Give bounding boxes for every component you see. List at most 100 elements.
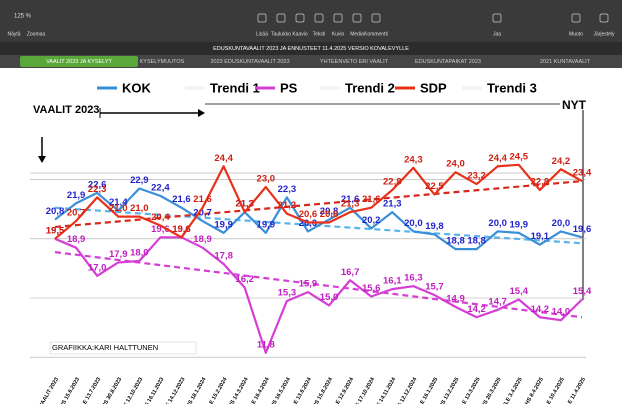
tab[interactable]: 2023 EDUSKUNTAVAALIT 2023 [210, 59, 289, 65]
data-label: 17,9 [109, 249, 128, 260]
data-label: 20,6 [320, 209, 339, 220]
x-tick-label: YLE 14.12.2023 [161, 377, 186, 404]
credit-box [49, 341, 197, 355]
data-label: 22,8 [531, 176, 550, 187]
x-tick-label: YLE 15.2.2024 [205, 376, 229, 404]
x-tick-label: YLE 12.10.2023 [119, 377, 144, 404]
data-label: 15,4 [510, 286, 529, 297]
data-label: 23,2 [467, 171, 486, 182]
toolbar-icon[interactable] [371, 13, 381, 23]
toolbar-button[interactable]: Zoomaa [27, 31, 46, 37]
data-label: 24,4 [488, 153, 507, 164]
toolbar-icon[interactable] [352, 13, 362, 23]
x-tick-label: HS 8.4.2025 [524, 377, 544, 404]
toolbar-button[interactable]: Kaavio [292, 31, 308, 37]
data-label: 14,2 [531, 304, 550, 315]
data-label: 18,0 [130, 248, 149, 259]
data-label: 16,3 [404, 273, 423, 284]
data-label: 21,3 [383, 199, 402, 210]
x-tick-label: YLE 10.4.2025 [542, 377, 566, 404]
series-line [54, 236, 583, 354]
toolbar-button[interactable]: Kuvio [332, 31, 345, 37]
toolbar-button[interactable]: Taulukko [271, 31, 291, 37]
data-label: 15,4 [573, 286, 592, 297]
data-label: 22,6 [88, 179, 107, 190]
data-label: 22,4 [151, 182, 170, 193]
data-label: 21,4 [109, 197, 128, 208]
toolbar-button[interactable]: Näytä [7, 31, 20, 37]
data-label: 21,0 [109, 203, 128, 214]
data-label: 21,3 [235, 199, 254, 210]
data-label: 21,0 [130, 203, 149, 214]
toolbar-button[interactable]: Jaa [493, 31, 501, 37]
data-label: 21,9 [67, 190, 86, 201]
data-label: 15,0 [320, 292, 339, 303]
toolbar-icon[interactable] [492, 13, 502, 23]
data-label: 19,6 [172, 224, 191, 235]
tab[interactable]: YHTEENVETO ERI VAALIT [320, 59, 389, 65]
data-label: 14,9 [446, 293, 465, 304]
x-tick-label: HS 12.12.2024 [395, 376, 419, 404]
toolbar-button[interactable]: Muoto [569, 31, 583, 37]
toolbar-button[interactable]: Media [350, 31, 364, 37]
x-tick-label: HS 13.2.2025 [438, 377, 460, 404]
data-label: 14,0 [552, 307, 571, 318]
data-label: 20,8 [320, 206, 339, 217]
data-label: 20,0 [404, 218, 423, 229]
tab[interactable]: 2021 KUNTAVAALIT [540, 59, 591, 65]
data-label: 23,0 [257, 174, 276, 185]
data-label: 18,9 [67, 234, 86, 245]
tab[interactable]: KYSELYMUUTOS [140, 59, 185, 65]
annotation: VAALIT 2023 [33, 104, 99, 116]
x-tick-label: HS 15.6.2023 [59, 377, 81, 404]
toolbar-icon[interactable] [333, 13, 343, 23]
toolbar-button[interactable]: Lisää [256, 31, 268, 37]
toolbar-icon[interactable] [295, 13, 305, 23]
trend-line [54, 251, 583, 319]
toolbar-icon[interactable] [257, 13, 267, 23]
toolbar-button[interactable]: Järjestely [593, 31, 615, 37]
x-tick-label: HS 15.8.2024 [312, 376, 334, 404]
data-label: 18,8 [467, 236, 486, 247]
toolbar-icon[interactable] [599, 13, 609, 23]
data-label: 14,7 [488, 296, 507, 307]
data-label: 20,0 [552, 218, 571, 229]
data-label: 19,9 [214, 219, 233, 230]
data-label: 20,7 [193, 208, 212, 219]
tab[interactable]: EDUSKUNTAPAIKAT 2023 [415, 59, 481, 65]
toolbar-button[interactable]: Kommentti [364, 31, 388, 37]
data-label: 24,4 [214, 153, 233, 164]
toolbar-button[interactable]: Teksti [313, 31, 326, 37]
data-label: 21,6 [341, 194, 360, 205]
data-label: 21,3 [235, 199, 254, 210]
title-bar [0, 42, 622, 55]
legend-label: KOK [122, 80, 152, 95]
x-tick-label: YLE 14.11.2024 [372, 376, 397, 404]
data-label: 19,6 [172, 224, 191, 235]
series-line [54, 163, 583, 240]
x-tick-label: YLE 11.4.2025 [564, 377, 587, 404]
x-tick-label: YLE 16.4.2024 [247, 376, 271, 404]
data-label: 21,3 [341, 199, 360, 210]
arrow-head [38, 156, 46, 163]
data-label: 23,4 [573, 168, 592, 179]
tab[interactable]: VAALIT 2023 JA KYSELYT [46, 59, 112, 65]
x-tick-label: YLE 13.6.2024 [289, 376, 313, 404]
x-tick-label: VAALIT 2023 [38, 377, 60, 404]
data-label: 20,4 [151, 212, 170, 223]
toolbar-icon[interactable] [314, 13, 324, 23]
data-label: 15,9 [299, 279, 318, 290]
active-tab[interactable] [20, 56, 138, 67]
data-label: 20,2 [362, 215, 381, 226]
toolbar-icon[interactable] [276, 13, 286, 23]
zoom[interactable]: 125 % [14, 14, 32, 20]
toolbar-icon[interactable] [571, 13, 581, 23]
data-label: 20,0 [488, 218, 507, 229]
x-tick-label: HS 17.10.2024 [353, 376, 377, 404]
data-label: 15,6 [362, 283, 381, 294]
data-label: 22,3 [88, 184, 107, 195]
data-label: 18,8 [446, 236, 465, 247]
legend-label: Trendi 3 [487, 80, 537, 95]
data-label: 16,7 [341, 267, 360, 278]
